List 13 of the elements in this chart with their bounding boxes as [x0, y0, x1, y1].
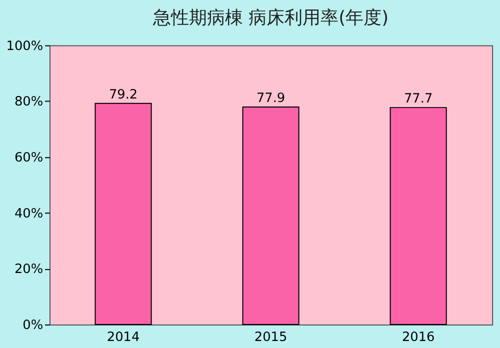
y-tick-label: 20%: [14, 262, 44, 278]
data-label: 79.2: [108, 87, 138, 102]
x-tick-label: 2014: [106, 330, 140, 345]
chart-title: 急性期病棟 病床利用率(年度): [152, 8, 389, 29]
data-label: 77.7: [404, 92, 433, 107]
y-tick-label: 60%: [14, 150, 44, 166]
y-tick-label: 100%: [6, 38, 44, 54]
y-tick-label: 80%: [14, 94, 44, 110]
x-tick-label: 2016: [402, 330, 435, 345]
y-tick-label: 0%: [22, 318, 44, 333]
data-label: 77.9: [256, 91, 286, 106]
x-tick-label: 2015: [254, 330, 288, 345]
y-tick-label: 40%: [14, 206, 44, 222]
